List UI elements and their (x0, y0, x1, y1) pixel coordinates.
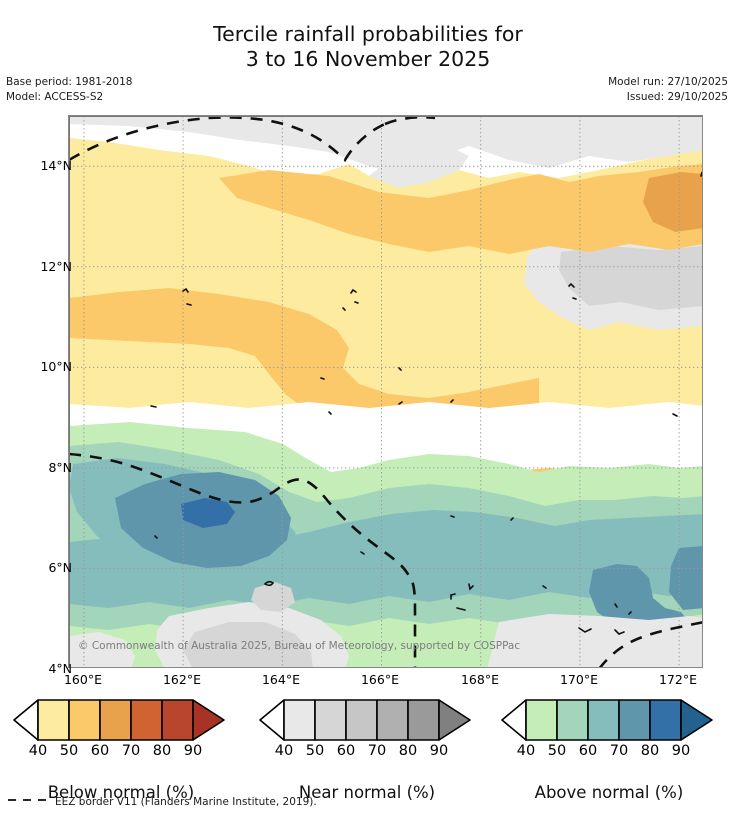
cb3-tick-80: 80 (640, 743, 660, 759)
cb2-cap-low (259, 699, 285, 741)
cb1-tick-90: 90 (183, 743, 203, 759)
cb3-tick-70: 70 (609, 743, 629, 759)
cb1-cell-80-90 (161, 699, 194, 741)
island-outlines (150, 171, 702, 635)
near-normal-40-50-southeast (487, 614, 702, 667)
colorbar-above-normal: 40 50 60 70 80 90 Above normal (%) (494, 698, 724, 802)
cb3-cell-60-70 (587, 699, 620, 741)
colorbar-above-normal-ramp (494, 698, 724, 742)
near-normal-40-50-north (69, 116, 702, 174)
cb1-cap-high (192, 699, 225, 741)
cb1-cell-40-50 (37, 699, 70, 741)
colorbar-above-normal-ticks: 40 50 60 70 80 90 (494, 743, 724, 763)
cb3-cell-80-90 (649, 699, 682, 741)
x-tick-160e: 160°E (63, 672, 102, 687)
colorbar-near-normal-ramp (252, 698, 482, 742)
y-tick-14n: 14°N (40, 158, 72, 173)
x-tick-166e: 166°E (360, 672, 399, 687)
near-normal-isolated-patch (251, 582, 295, 612)
cb1-tick-40: 40 (28, 743, 48, 759)
cb1-cell-50-60 (68, 699, 101, 741)
x-tick-168e: 168°E (460, 672, 499, 687)
eez-dash-sample-icon (6, 795, 50, 808)
y-tick-6n: 6°N (48, 560, 72, 575)
near-normal-40-50-southwest (69, 632, 135, 667)
cb1-cell-60-70 (99, 699, 132, 741)
near-normal-40-50-center (369, 146, 469, 188)
cb2-tick-60: 60 (336, 743, 356, 759)
title-line-1: Tercile rainfall probabilities for (213, 22, 523, 46)
neutral-white-band (69, 402, 702, 436)
cb3-tick-60: 60 (578, 743, 598, 759)
footnote: EEZ border V11 (Flanders Marine Institut… (6, 795, 317, 808)
footnote-text: EEZ border V11 (Flanders Marine Institut… (55, 795, 317, 808)
cb1-cell-70-80 (130, 699, 163, 741)
cb3-cell-50-60 (556, 699, 589, 741)
x-tick-164e: 164°E (261, 672, 300, 687)
cb3-cap-low (501, 699, 527, 741)
colorbar-below-normal: 40 50 60 70 80 90 Below normal (%) (6, 698, 236, 802)
above-normal-70-80-east-band (669, 546, 702, 610)
cb2-cell-70-80 (376, 699, 409, 741)
cb2-cell-50-60 (314, 699, 347, 741)
base-period-text: Base period: 1981-2018 (6, 76, 133, 88)
cb2-tick-70: 70 (367, 743, 387, 759)
near-normal-50-60-south (183, 622, 313, 667)
colorbar-below-normal-title: Below normal (%) (47, 783, 195, 802)
cb3-cell-40-50 (525, 699, 558, 741)
cb2-tick-80: 80 (398, 743, 418, 759)
cb2-cell-80-90 (407, 699, 440, 741)
cb2-cell-60-70 (345, 699, 378, 741)
cb2-tick-40: 40 (274, 743, 294, 759)
y-tick-4n: 4°N (48, 661, 72, 676)
title-line-2: 3 to 16 November 2025 (245, 47, 491, 71)
metadata-left: Base period: 1981-2018 Model: ACCESS-S2 (6, 75, 132, 105)
x-tick-170e: 170°E (559, 672, 598, 687)
issued-text: Issued: 29/10/2025 (626, 91, 728, 103)
cb1-cap-low (13, 699, 39, 741)
below-normal-50-60-patch-b (69, 288, 539, 428)
contour-layer (69, 116, 702, 667)
x-tick-162e: 162°E (162, 672, 201, 687)
above-normal-70-80-east-core (589, 564, 689, 632)
cb3-tick-40: 40 (516, 743, 536, 759)
model-text: Model: ACCESS-S2 (6, 91, 104, 103)
above-normal-60-70-band (69, 510, 702, 608)
cb3-cap-high (680, 699, 713, 741)
below-normal-60-70-core (643, 172, 702, 232)
model-run-text: Model run: 27/10/2025 (608, 76, 728, 88)
page-title: Tercile rainfall probabilities for 3 to … (0, 22, 736, 72)
cb2-tick-50: 50 (305, 743, 325, 759)
cb1-tick-50: 50 (59, 743, 79, 759)
cb3-cell-70-80 (618, 699, 651, 741)
cb2-cell-40-50 (283, 699, 316, 741)
map-gridlines (69, 116, 702, 667)
eez-border (69, 116, 702, 667)
y-tick-12n: 12°N (40, 259, 72, 274)
cb1-tick-60: 60 (90, 743, 110, 759)
colorbar-below-normal-ramp (6, 698, 236, 742)
colorbar-below-normal-ticks: 40 50 60 70 80 90 (6, 743, 236, 763)
near-normal-50-60-right (559, 246, 702, 310)
cb3-tick-50: 50 (547, 743, 567, 759)
y-tick-10n: 10°N (40, 359, 72, 374)
cb3-tick-90: 90 (671, 743, 691, 759)
below-normal-50-60-patch-a (219, 164, 702, 254)
metadata-right: Model run: 27/10/2025 Issued: 29/10/2025 (608, 75, 728, 105)
map-plot[interactable] (68, 115, 703, 668)
cb2-cap-high (438, 699, 471, 741)
colorbar-above-normal-title: Above normal (%) (534, 783, 684, 802)
cb1-tick-80: 80 (152, 743, 172, 759)
y-tick-8n: 8°N (48, 460, 72, 475)
cb2-tick-90: 90 (429, 743, 449, 759)
colorbar-near-normal: 40 50 60 70 80 90 Near normal (%) (252, 698, 482, 802)
colorbar-near-normal-ticks: 40 50 60 70 80 90 (252, 743, 482, 763)
colorbar-near-normal-title: Near normal (%) (298, 783, 436, 802)
x-tick-172e: 172°E (658, 672, 697, 687)
above-normal-80-90-core (181, 498, 235, 528)
cb1-tick-70: 70 (121, 743, 141, 759)
